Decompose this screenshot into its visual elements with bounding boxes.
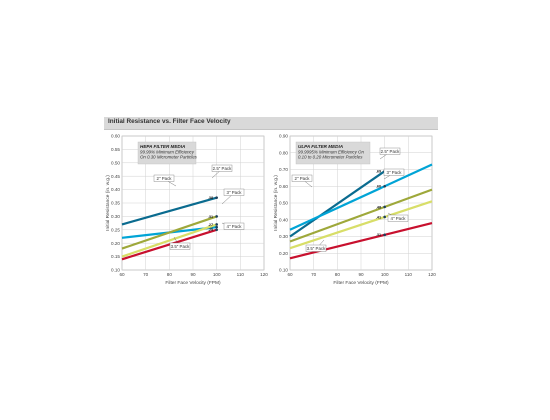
data-point-marker — [383, 205, 386, 209]
callout-box — [153, 174, 175, 182]
data-label: .41 — [376, 215, 381, 219]
x-axis-label: Filter Face Velocity (FPM) — [333, 280, 389, 286]
series-line — [289, 170, 386, 238]
y-tick-label: 0.30 — [111, 214, 120, 219]
y-tick-label: 0.20 — [279, 251, 288, 256]
ulpa-chart: 60 70 80 90 100 110 120 0.10 0.20 0.30 0.40 0.50 0.6… — [273, 134, 436, 286]
data-point-marker — [215, 228, 218, 232]
y-tick-label: 0.55 — [111, 147, 120, 152]
data-label: .31 — [208, 215, 213, 219]
info-title: HEPA FILTER MEDIA — [140, 144, 185, 149]
data-label: .31 — [376, 233, 381, 237]
callout-box — [223, 188, 245, 196]
info-line: On 0.30 Micrometer Particles — [140, 155, 198, 160]
x-tick-label: 110 — [237, 272, 245, 277]
series-callout-label: 2.5" Pack — [381, 149, 400, 154]
x-tick-label: 80 — [167, 272, 173, 277]
hepa-chart: 60 70 80 90 100 110 120 0.10 0.15 0.20 0.25 0.30 0.3… — [105, 134, 268, 286]
series-line — [289, 200, 433, 250]
y-tick-label: 0.15 — [111, 254, 120, 259]
data-point-marker — [215, 196, 218, 199]
series-callout-label: 3.5" Pack — [171, 244, 190, 249]
x-axis-label: Filter Face Velocity (FPM) — [165, 280, 221, 286]
callout-box — [379, 147, 401, 155]
y-axis-label: Initial Resistance (in. w.g.) — [273, 175, 279, 231]
info-line: 0.10 to 0.20 Micrometer Particles — [298, 155, 363, 160]
data-point-marker — [383, 184, 386, 188]
x-tick-label: 70 — [311, 272, 317, 277]
x-tick-label: 60 — [287, 272, 293, 277]
data-label: .69 — [376, 170, 381, 174]
x-tick-label: 100 — [213, 272, 221, 277]
x-tick-label: 120 — [428, 272, 436, 277]
y-tick-label: 0.90 — [279, 134, 288, 139]
info-box — [295, 141, 371, 165]
y-tick-label: 0.20 — [111, 241, 120, 246]
series-line — [121, 223, 218, 258]
y-tick-label: 0.50 — [111, 160, 120, 165]
callout-box — [291, 174, 313, 182]
data-point-marker — [383, 233, 386, 237]
y-tick-label: 0.35 — [111, 201, 120, 206]
y-tick-label: 0.45 — [111, 174, 120, 179]
info-line: 99.99% Minimum Efficiency — [140, 150, 195, 155]
page-title: Initial Resistance vs. Filter Face Veloc… — [108, 118, 231, 125]
callout-box — [223, 222, 245, 230]
series-callout-label: 2" Pack — [295, 176, 311, 181]
series-callout-label: 2.5" Pack — [213, 166, 232, 171]
data-label: .27 — [208, 223, 213, 227]
series-line — [121, 228, 217, 261]
y-tick-label: 0.30 — [279, 234, 288, 239]
x-tick-label: 60 — [119, 272, 125, 277]
data-label: .38 — [208, 196, 213, 200]
series-line — [121, 215, 218, 250]
info-title: ULPA FILTER MEDIA — [298, 144, 343, 149]
callout-box — [169, 242, 191, 250]
x-tick-label: 100 — [381, 272, 389, 277]
y-tick-label: 0.70 — [279, 167, 288, 172]
y-tick-label: 0.60 — [111, 134, 120, 139]
data-label: .25 — [208, 228, 213, 232]
y-tick-label: 0.40 — [279, 217, 288, 222]
x-tick-label: 120 — [260, 272, 268, 277]
callout-box — [387, 214, 409, 222]
info-line: 99.9995% Minimum Efficiency On — [298, 150, 364, 155]
series-line — [289, 163, 433, 231]
callout-box — [211, 164, 233, 172]
series-callout-label: 3.5" Pack — [307, 246, 326, 251]
x-tick-label: 80 — [335, 272, 341, 277]
y-tick-label: 0.80 — [279, 150, 288, 155]
callout-box — [383, 168, 405, 176]
series-callout-label: 3" Pack — [387, 170, 403, 175]
data-label: .60 — [376, 185, 381, 189]
y-tick-label: 0.10 — [279, 268, 288, 273]
data-point-marker — [215, 225, 218, 229]
data-label: .48 — [376, 205, 381, 209]
y-tick-label: 0.50 — [279, 201, 288, 206]
x-tick-label: 70 — [143, 272, 149, 277]
series-callout-label: 4" Pack — [391, 216, 407, 221]
y-tick-label: 0.25 — [111, 227, 120, 232]
y-tick-label: 0.40 — [111, 187, 120, 192]
x-tick-label: 90 — [190, 272, 196, 277]
data-point-marker — [215, 223, 218, 226]
series-line — [121, 196, 217, 226]
series-callout-label: 3" Pack — [227, 190, 243, 195]
y-tick-label: 0.10 — [111, 268, 120, 273]
data-point-marker — [215, 215, 218, 218]
x-tick-label: 110 — [405, 272, 413, 277]
series-line — [289, 222, 433, 260]
x-tick-label: 90 — [358, 272, 364, 277]
series-callout-label: 4" Pack — [227, 224, 243, 229]
callout-box — [305, 244, 327, 252]
y-tick-label: 0.60 — [279, 184, 288, 189]
title-bar: Initial Resistance vs. Filter Face Veloc… — [104, 117, 438, 130]
data-point-marker — [383, 215, 386, 219]
series-line — [289, 188, 433, 243]
info-box — [137, 141, 197, 165]
series-callout-label: 2" Pack — [157, 176, 173, 181]
y-axis-label: Initial Resistance (in. w.g.) — [105, 175, 111, 231]
